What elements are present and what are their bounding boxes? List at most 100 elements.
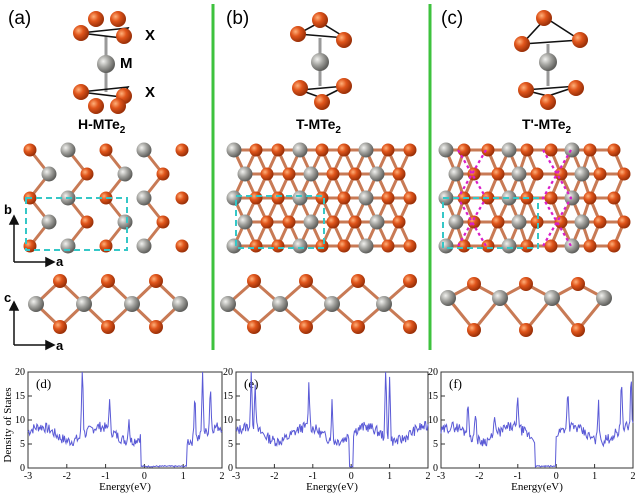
te-atom [326,215,340,229]
te-atom [593,215,607,229]
metal-atom [440,290,456,306]
dos-ytick-label: 5 [20,439,25,450]
te-atom [156,215,170,229]
te-atom [326,167,340,181]
te-atom [271,143,285,157]
te-atom [617,215,631,229]
dos-frame [235,371,429,469]
metal-atom [492,290,508,306]
dos-xtick-label: 1 [181,471,186,482]
metal-atom [303,166,319,182]
te-atom [99,143,113,157]
metal-atom [226,238,242,254]
te-atom [271,239,285,253]
metal-atom [117,214,133,230]
te-atom [544,191,558,205]
metal-atom [124,296,140,312]
te-atom [583,191,597,205]
te-atom [315,239,329,253]
te-atom [457,143,471,157]
dos-ytick-label: 15 [15,391,25,402]
te-atom [607,143,621,157]
dos-curve [27,371,223,468]
t-mte2-side-view [220,274,417,334]
metal-atom [220,296,236,312]
dos-xtick-label: 1 [387,471,392,482]
dos-ytick-label: 20 [223,367,233,378]
metal-atom [596,290,612,306]
dos-ytick-label: 10 [15,415,25,426]
te-atom [53,320,67,334]
metal-atom [564,142,580,158]
panel-label-b: (b) [226,8,249,29]
te-atom [156,167,170,181]
te-atom [381,191,395,205]
metal-atom [574,166,590,182]
te-atom [260,215,274,229]
te-atom [554,215,568,229]
dos-xtick-label: -3 [232,471,240,482]
dos-xtick-label: -2 [475,471,483,482]
panel-label-a: (a) [8,8,31,29]
te-atom [520,143,534,157]
h-mte2-unit [73,11,132,114]
axis-label-c: c [4,290,11,305]
te-atom [381,239,395,253]
metal-atom [574,214,590,230]
te-atom [467,277,481,291]
dos-ytick-label: 0 [228,463,233,474]
metal-atom [324,296,340,312]
h-mte2-side-view [28,274,188,334]
te-atom [351,320,365,334]
metal-atom [544,290,560,306]
te-atom [53,274,67,288]
dos-xtick-label: 2 [426,471,431,482]
label-x-bottom: X [145,84,155,101]
t-prime-mte2-unit [514,10,588,110]
dos-xtick-label: 0 [554,471,559,482]
te-atom [247,274,261,288]
te-atom [403,320,417,334]
te-atom [403,239,417,253]
metal-atom [76,296,92,312]
te-atom [299,320,313,334]
te-atom [337,239,351,253]
dos-xtick-label: 2 [631,471,636,482]
te-atom [348,215,362,229]
dos-curve [440,381,634,468]
te-atom [403,143,417,157]
metal-atom [292,190,308,206]
te-atom [282,215,296,229]
te-atom [519,277,533,291]
dos-panel-d: 0 5 10 15 20 -3 -2 -1 0 1 2 Energy(eV) (d) [15,367,225,493]
te-atom [315,143,329,157]
metal-atom [41,166,57,182]
zigzag-chain [541,149,559,247]
unit-cell-c [442,197,539,249]
te-atom [554,167,568,181]
metal-atom [272,296,288,312]
dos-panel-f: 0 5 10 15 20 -3 -2 -1 0 1 2 Energy(eV) (f) [428,367,636,493]
te-atom [583,143,597,157]
dos-xtick-label: -1 [101,471,109,482]
te-atom [491,215,505,229]
te-atom [392,167,406,181]
metal-atom [136,190,152,206]
metal-atom [358,190,374,206]
te-atom [607,191,621,205]
unit-cell-b [235,195,325,249]
te-atom [571,323,585,337]
dos-panel-label: (d) [36,376,51,391]
metal-atom [303,214,319,230]
dos-frame [440,371,634,469]
t-prime-mte2-side-view [440,277,612,337]
metal-atom [60,238,76,254]
dos-xlabel: Energy(eV) [511,481,563,493]
dos-xtick-label: 1 [592,471,597,482]
te-atom [519,323,533,337]
metal-atom [358,238,374,254]
dos-ytick-label: 15 [223,391,233,402]
dos-ytick-label: 20 [428,367,438,378]
title-t-mte2: T-MTe2 [296,116,341,136]
te-atom [520,239,534,253]
